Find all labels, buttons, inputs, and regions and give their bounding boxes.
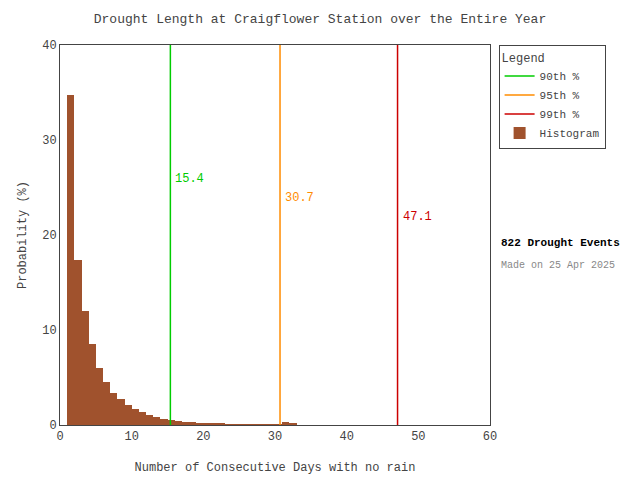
svg-text:50: 50 [411, 430, 425, 444]
svg-text:30: 30 [42, 134, 56, 148]
svg-text:20: 20 [42, 229, 56, 243]
svg-text:Drought Length at Craigflower: Drought Length at Craigflower Station ov… [94, 12, 546, 27]
svg-text:0: 0 [56, 430, 63, 444]
svg-text:47.1: 47.1 [403, 210, 432, 224]
svg-text:Legend: Legend [502, 52, 545, 66]
svg-text:0: 0 [49, 419, 56, 433]
svg-text:60: 60 [483, 430, 497, 444]
svg-text:Made on 25 Apr 2025: Made on 25 Apr 2025 [501, 260, 615, 271]
svg-text:30: 30 [268, 430, 282, 444]
svg-text:99th %: 99th % [540, 109, 580, 121]
svg-text:30.7: 30.7 [285, 191, 314, 205]
svg-text:90th %: 90th % [540, 71, 580, 83]
svg-text:10: 10 [42, 324, 56, 338]
svg-text:Histogram: Histogram [540, 128, 600, 140]
svg-text:20: 20 [196, 430, 210, 444]
svg-text:Probability (%): Probability (%) [16, 181, 30, 289]
svg-text:822 Drought Events: 822 Drought Events [501, 237, 620, 249]
svg-text:Number of Consecutive Days wit: Number of Consecutive Days with no rain [135, 461, 416, 475]
svg-text:15.4: 15.4 [175, 172, 204, 186]
svg-text:40: 40 [339, 430, 353, 444]
svg-text:10: 10 [124, 430, 138, 444]
svg-text:40: 40 [42, 39, 56, 53]
svg-text:95th %: 95th % [540, 90, 580, 102]
